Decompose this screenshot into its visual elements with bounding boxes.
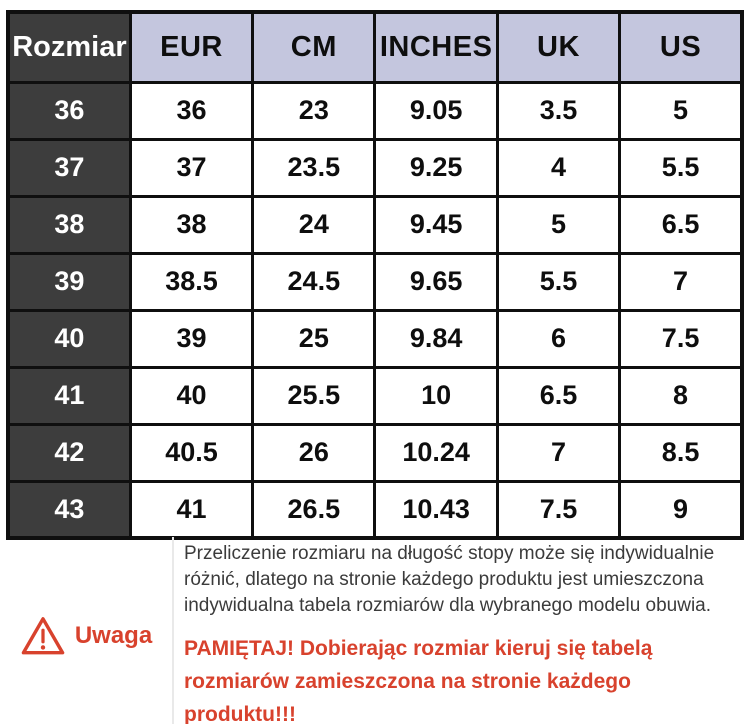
value-cell: 24.5 [251, 251, 377, 312]
table-row: 38 38 24 9.45 5 6.5 [6, 194, 744, 255]
table-row: 42 40.5 26 10.24 7 8.5 [6, 422, 744, 483]
value-cell: 10 [373, 365, 499, 426]
header-rozmiar: Rozmiar [6, 10, 132, 84]
value-cell: 4 [495, 137, 622, 198]
value-cell: 25 [251, 308, 377, 369]
value-cell: 40.5 [128, 422, 255, 483]
header-us: US [618, 10, 744, 84]
value-cell: 38 [128, 194, 255, 255]
size-cell: 43 [6, 479, 132, 540]
size-cell: 39 [6, 251, 132, 312]
value-cell: 9.45 [373, 194, 499, 255]
value-cell: 6.5 [495, 365, 622, 426]
value-cell: 8 [618, 365, 744, 426]
table-header: Rozmiar EUR CM INCHES UK US [6, 10, 744, 84]
value-cell: 9.25 [373, 137, 499, 198]
note-body-text: Przeliczenie rozmiaru na długość stopy m… [184, 543, 715, 616]
size-conversion-table: Rozmiar EUR CM INCHES UK US 36 36 23 9.05 3.… [6, 10, 744, 540]
table-row: 41 40 25.5 10 6.5 8 [6, 365, 744, 426]
size-cell: 40 [6, 308, 132, 369]
value-cell: 10.24 [373, 422, 499, 483]
value-cell: 8.5 [618, 422, 744, 483]
value-cell: 9.65 [373, 251, 499, 312]
note-reminder-text: PAMIĘTAJ! Dobierając rozmiar kieruj się … [184, 637, 653, 724]
size-cell: 36 [6, 80, 132, 141]
size-cell: 38 [6, 194, 132, 255]
table-row: 43 41 26.5 10.43 7.5 9 [6, 479, 744, 540]
warning-block: Uwaga [0, 615, 172, 657]
table-body: 36 36 23 9.05 3.5 5 37 37 23.5 9.25 4 5.5 38 38 24 9.45… [6, 80, 744, 540]
value-cell: 23 [251, 80, 377, 141]
table-row: 37 37 23.5 9.25 4 5.5 [6, 137, 744, 198]
value-cell: 3.5 [495, 80, 622, 141]
value-cell: 7 [495, 422, 622, 483]
header-row: Rozmiar EUR CM INCHES UK US [6, 10, 744, 84]
size-note-section: Uwaga Przeliczenie rozmiaru na długość s… [0, 537, 750, 724]
value-cell: 7.5 [618, 308, 744, 369]
header-cm: CM [251, 10, 377, 84]
size-cell: 42 [6, 422, 132, 483]
note-text-block: Przeliczenie rozmiaru na długość stopy m… [172, 537, 750, 724]
value-cell: 41 [128, 479, 255, 540]
value-cell: 6 [495, 308, 622, 369]
value-cell: 5 [495, 194, 622, 255]
value-cell: 9.05 [373, 80, 499, 141]
header-uk: UK [495, 10, 622, 84]
value-cell: 39 [128, 308, 255, 369]
table-row: 36 36 23 9.05 3.5 5 [6, 80, 744, 141]
value-cell: 6.5 [618, 194, 744, 255]
value-cell: 37 [128, 137, 255, 198]
table-row: 39 38.5 24.5 9.65 5.5 7 [6, 251, 744, 312]
header-inches: INCHES [373, 10, 499, 84]
warning-triangle-icon [21, 617, 65, 655]
value-cell: 9 [618, 479, 744, 540]
value-cell: 5 [618, 80, 744, 141]
value-cell: 26 [251, 422, 377, 483]
value-cell: 7.5 [495, 479, 622, 540]
header-eur: EUR [128, 10, 255, 84]
size-cell: 37 [6, 137, 132, 198]
value-cell: 25.5 [251, 365, 377, 426]
value-cell: 36 [128, 80, 255, 141]
value-cell: 5.5 [495, 251, 622, 312]
value-cell: 23.5 [251, 137, 377, 198]
table-row: 40 39 25 9.84 6 7.5 [6, 308, 744, 369]
value-cell: 40 [128, 365, 255, 426]
warning-label: Uwaga [74, 622, 153, 649]
value-cell: 38.5 [128, 251, 255, 312]
value-cell: 9.84 [373, 308, 499, 369]
value-cell: 26.5 [251, 479, 377, 540]
value-cell: 7 [618, 251, 744, 312]
value-cell: 10.43 [373, 479, 499, 540]
size-cell: 41 [6, 365, 132, 426]
value-cell: 5.5 [618, 137, 744, 198]
value-cell: 24 [251, 194, 377, 255]
